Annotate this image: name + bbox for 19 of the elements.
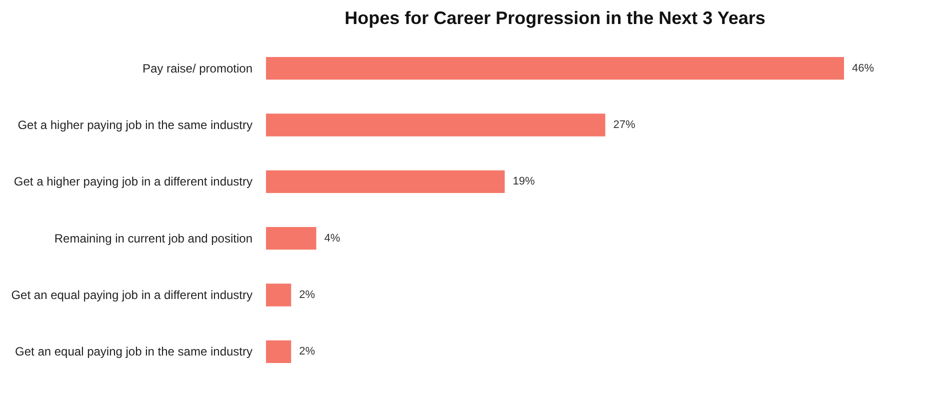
data-label: 4%: [324, 232, 340, 244]
y-tick-label: Remaining in current job and position: [54, 231, 252, 246]
y-tick-label: Get a higher paying job in a different industry: [14, 174, 252, 189]
bar: [266, 284, 292, 306]
bar: [266, 57, 844, 80]
y-tick-label: Get a higher paying job in the same industry: [18, 118, 252, 132]
y-tick-label: Get an equal paying job in the same industry: [15, 344, 252, 359]
y-tick-label: Pay raise/ promotion: [142, 61, 252, 76]
bar: [266, 114, 606, 136]
data-label: 46%: [852, 62, 874, 74]
data-label: 19%: [512, 176, 535, 188]
chart-title: Hopes for Career Progression in the Next 3 Years: [344, 8, 766, 28]
bar: [266, 340, 292, 363]
data-label: 2%: [299, 346, 316, 358]
bar: [266, 170, 505, 193]
bar: [266, 227, 316, 250]
data-label: 27%: [613, 119, 636, 131]
data-label: 2%: [299, 289, 316, 301]
y-tick-label: Get an equal paying job in a different industry: [11, 288, 252, 302]
